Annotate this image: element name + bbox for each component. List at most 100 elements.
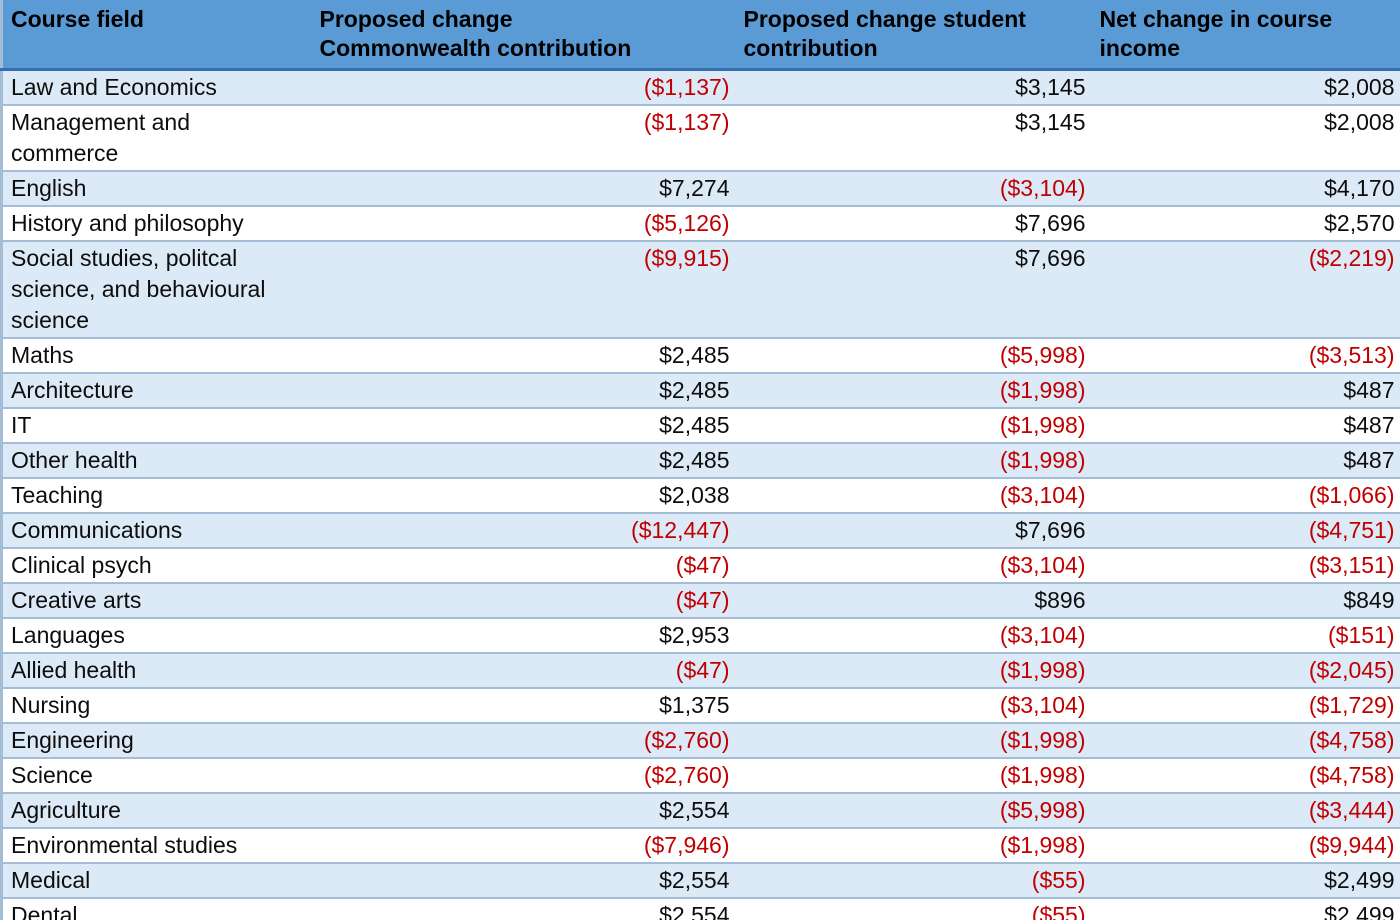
table-row: English $7,274 ($3,104) $4,170	[1, 170, 1400, 206]
cell-net-change: ($4,758)	[1091, 722, 1400, 758]
header-row: Course field Proposed change Commonwealt…	[1, 0, 1400, 71]
cell-net-change: $487	[1091, 372, 1400, 408]
cell-course-field: Agriculture	[1, 792, 312, 828]
cell-student-change: $3,145	[735, 104, 1092, 171]
table-row: Other health $2,485 ($1,998) $487	[1, 442, 1400, 478]
cell-course-field: English	[1, 170, 312, 206]
cell-commonwealth-change: ($7,946)	[311, 827, 736, 863]
cell-commonwealth-change: ($12,447)	[311, 512, 736, 548]
cell-commonwealth-change: ($1,137)	[311, 68, 736, 105]
cell-student-change: ($1,998)	[735, 652, 1092, 688]
col-header-commonwealth-contribution: Proposed change Commonwealth contributio…	[311, 0, 736, 71]
cell-course-field: Clinical psych	[1, 547, 312, 583]
cell-net-change: $2,499	[1091, 897, 1400, 920]
cell-course-field: Social studies, politcal science, and be…	[1, 240, 312, 338]
cell-commonwealth-change: $2,485	[311, 337, 736, 373]
cell-commonwealth-change: $2,485	[311, 407, 736, 443]
cell-commonwealth-change: ($1,137)	[311, 104, 736, 171]
cell-student-change: ($55)	[735, 897, 1092, 920]
cell-student-change: ($3,104)	[735, 687, 1092, 723]
cell-net-change: $849	[1091, 582, 1400, 618]
cell-commonwealth-change: $7,274	[311, 170, 736, 206]
cell-commonwealth-change: $2,485	[311, 372, 736, 408]
cell-net-change: ($4,758)	[1091, 757, 1400, 793]
table-row: Agriculture $2,554 ($5,998) ($3,444)	[1, 792, 1400, 828]
cell-course-field: Maths	[1, 337, 312, 373]
cell-commonwealth-change: $2,554	[311, 862, 736, 898]
cell-net-change: ($2,219)	[1091, 240, 1400, 338]
cell-net-change: $4,170	[1091, 170, 1400, 206]
cell-course-field: History and philosophy	[1, 205, 312, 241]
table-row: Architecture $2,485 ($1,998) $487	[1, 372, 1400, 408]
cell-net-change: $2,499	[1091, 862, 1400, 898]
cell-course-field: Creative arts	[1, 582, 312, 618]
cell-net-change: $2,570	[1091, 205, 1400, 241]
table-row: Management and commerce ($1,137) $3,145 …	[1, 104, 1400, 171]
table-row: Clinical psych ($47) ($3,104) ($3,151)	[1, 547, 1400, 583]
cell-course-field: Management and commerce	[1, 104, 312, 171]
table-row: Languages $2,953 ($3,104) ($151)	[1, 617, 1400, 653]
cell-net-change: ($3,513)	[1091, 337, 1400, 373]
cell-student-change: ($1,998)	[735, 757, 1092, 793]
col-header-net-change: Net change in course income	[1091, 0, 1400, 71]
col-header-student-contribution: Proposed change student contribution	[735, 0, 1092, 71]
cell-course-field: Languages	[1, 617, 312, 653]
table-row: Maths $2,485 ($5,998) ($3,513)	[1, 337, 1400, 373]
table-row: Communications ($12,447) $7,696 ($4,751)	[1, 512, 1400, 548]
cell-net-change: $487	[1091, 407, 1400, 443]
cell-commonwealth-change: $2,554	[311, 792, 736, 828]
cell-student-change: ($1,998)	[735, 372, 1092, 408]
cell-commonwealth-change: ($2,760)	[311, 722, 736, 758]
cell-student-change: ($55)	[735, 862, 1092, 898]
table-row: Medical $2,554 ($55) $2,499	[1, 862, 1400, 898]
cell-student-change: ($1,998)	[735, 722, 1092, 758]
table-row: Creative arts ($47) $896 $849	[1, 582, 1400, 618]
cell-course-field: Science	[1, 757, 312, 793]
cell-commonwealth-change: ($9,915)	[311, 240, 736, 338]
cell-course-field: Communications	[1, 512, 312, 548]
table-row: Environmental studies ($7,946) ($1,998) …	[1, 827, 1400, 863]
cell-commonwealth-change: $2,485	[311, 442, 736, 478]
table-row: Science ($2,760) ($1,998) ($4,758)	[1, 757, 1400, 793]
cell-student-change: ($1,998)	[735, 407, 1092, 443]
table-row: Social studies, politcal science, and be…	[1, 240, 1400, 338]
cell-net-change: ($3,151)	[1091, 547, 1400, 583]
cell-student-change: $7,696	[735, 205, 1092, 241]
table-row: Dental $2,554 ($55) $2,499	[1, 897, 1400, 920]
cell-course-field: Allied health	[1, 652, 312, 688]
cell-student-change: ($1,998)	[735, 442, 1092, 478]
cell-commonwealth-change: $1,375	[311, 687, 736, 723]
cell-net-change: ($1,729)	[1091, 687, 1400, 723]
table-row: Nursing $1,375 ($3,104) ($1,729)	[1, 687, 1400, 723]
cell-commonwealth-change: ($5,126)	[311, 205, 736, 241]
cell-course-field: Environmental studies	[1, 827, 312, 863]
cell-course-field: Architecture	[1, 372, 312, 408]
cell-net-change: ($9,944)	[1091, 827, 1400, 863]
cell-commonwealth-change: ($2,760)	[311, 757, 736, 793]
cell-course-field: IT	[1, 407, 312, 443]
cell-net-change: ($4,751)	[1091, 512, 1400, 548]
table-body: Law and Economics ($1,137) $3,145 $2,008…	[1, 68, 1400, 920]
table-row: Law and Economics ($1,137) $3,145 $2,008	[1, 68, 1400, 105]
cell-course-field: Law and Economics	[1, 68, 312, 105]
cell-course-field: Teaching	[1, 477, 312, 513]
table-row: Teaching $2,038 ($3,104) ($1,066)	[1, 477, 1400, 513]
cell-course-field: Medical	[1, 862, 312, 898]
table-row: IT $2,485 ($1,998) $487	[1, 407, 1400, 443]
cell-net-change: ($151)	[1091, 617, 1400, 653]
cell-student-change: $896	[735, 582, 1092, 618]
cell-commonwealth-change: ($47)	[311, 652, 736, 688]
cell-student-change: $7,696	[735, 240, 1092, 338]
cell-student-change: ($5,998)	[735, 792, 1092, 828]
col-header-course-field: Course field	[1, 0, 312, 71]
cell-student-change: ($1,998)	[735, 827, 1092, 863]
cell-commonwealth-change: ($47)	[311, 582, 736, 618]
cell-net-change: ($1,066)	[1091, 477, 1400, 513]
cell-student-change: $7,696	[735, 512, 1092, 548]
table-row: Engineering ($2,760) ($1,998) ($4,758)	[1, 722, 1400, 758]
cell-course-field: Other health	[1, 442, 312, 478]
cell-commonwealth-change: ($47)	[311, 547, 736, 583]
cell-student-change: ($3,104)	[735, 547, 1092, 583]
cell-student-change: ($5,998)	[735, 337, 1092, 373]
